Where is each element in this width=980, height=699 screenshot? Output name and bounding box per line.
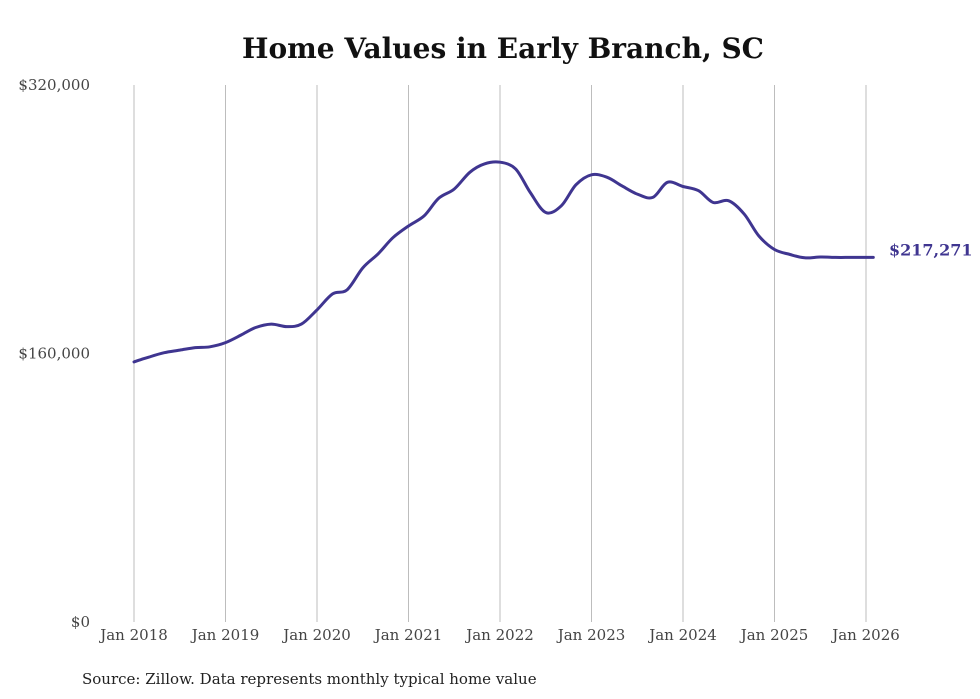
y-tick-label: $0 xyxy=(71,613,90,631)
x-tick-label: Jan 2021 xyxy=(373,626,443,644)
y-tick-label: $160,000 xyxy=(18,345,90,363)
x-tick-label: Jan 2023 xyxy=(556,626,626,644)
x-tick-label: Jan 2020 xyxy=(281,626,351,644)
x-tick-label: Jan 2026 xyxy=(830,626,900,644)
x-tick-label: Jan 2018 xyxy=(98,626,168,644)
x-tick-label: Jan 2025 xyxy=(739,626,809,644)
x-tick-label: Jan 2019 xyxy=(190,626,260,644)
source-note: Source: Zillow. Data represents monthly … xyxy=(82,670,537,688)
chart-title: Home Values in Early Branch, SC xyxy=(242,32,764,65)
y-axis-ticks: $0 $160,000 $320,000 xyxy=(18,76,90,631)
latest-value-label: $217,271 xyxy=(889,240,973,259)
home-value-line xyxy=(132,160,875,364)
x-tick-label: Jan 2022 xyxy=(464,626,534,644)
x-axis-ticks: Jan 2018 Jan 2019 Jan 2020 Jan 2021 Jan 2022… xyxy=(98,626,900,644)
x-tick-label: Jan 2024 xyxy=(647,626,717,644)
gridlines xyxy=(133,85,867,622)
y-tick-label: $320,000 xyxy=(18,76,90,94)
